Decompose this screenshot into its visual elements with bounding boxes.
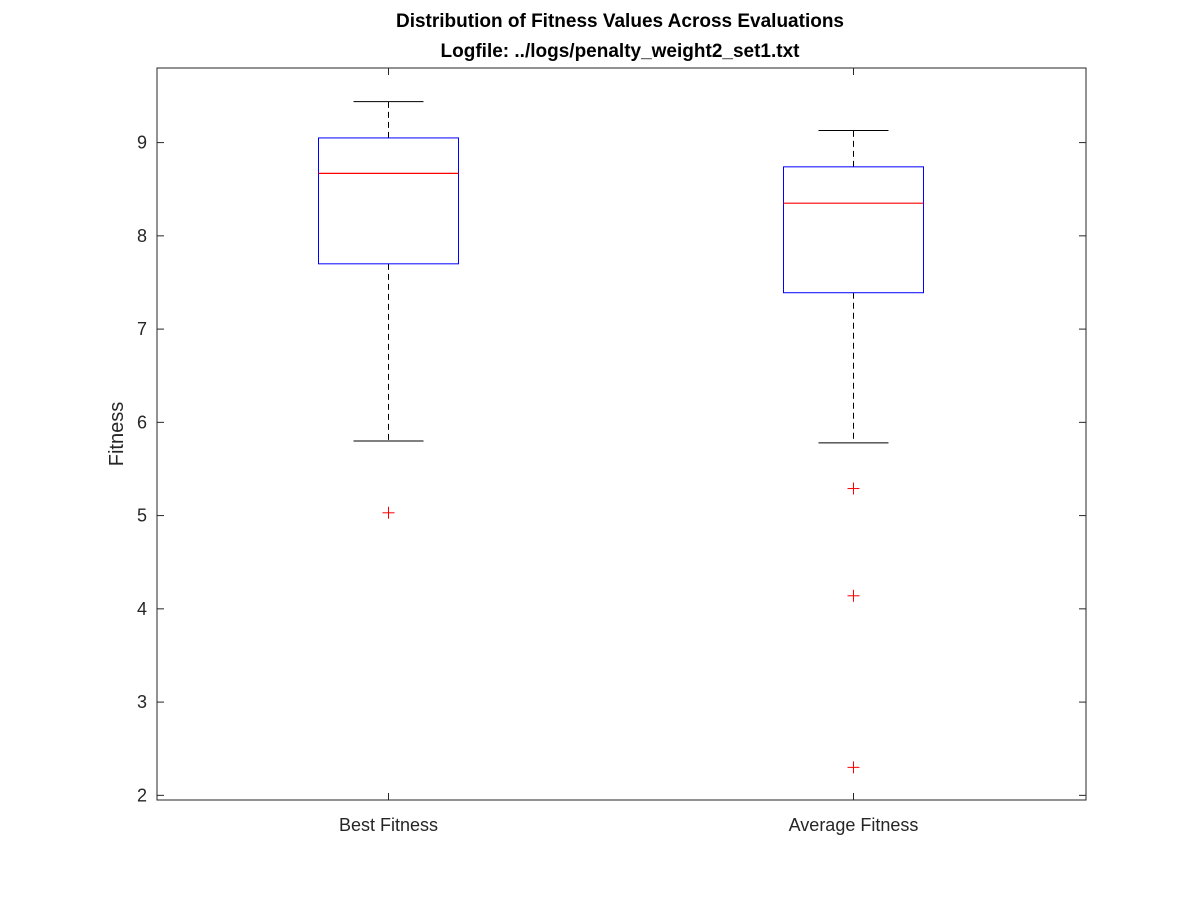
y-tick-label: 8 [137, 226, 147, 246]
box-iqr [783, 166, 924, 294]
box-group [318, 101, 459, 519]
y-tick-label: 2 [137, 785, 147, 805]
boxes [318, 101, 924, 774]
y-tick-label: 7 [137, 319, 147, 339]
y-tick-label: 4 [137, 599, 147, 619]
y-tick-label: 9 [137, 133, 147, 153]
y-tick-label: 5 [137, 506, 147, 526]
y-axis: 2 3 4 5 6 7 8 9 [137, 133, 1086, 805]
chart-subtitle: Logfile: ../logs/penalty_weight2_set1.tx… [441, 41, 801, 62]
y-tick-label: 6 [137, 412, 147, 432]
y-tick-label: 3 [137, 692, 147, 712]
x-tick-label: Best Fitness [339, 815, 438, 835]
outlier-marker [847, 589, 860, 602]
plot-area [156, 67, 1087, 801]
x-tick-label: Average Fitness [789, 815, 919, 835]
x-axis: Best Fitness Average Fitness [339, 68, 918, 835]
y-axis-label: Fitness [106, 402, 128, 466]
chart-title: Distribution of Fitness Values Across Ev… [396, 11, 844, 32]
outlier-marker [847, 482, 860, 495]
outlier-marker [847, 761, 860, 774]
outlier-marker [382, 506, 395, 519]
box-iqr [318, 137, 459, 265]
box-group [783, 129, 924, 774]
